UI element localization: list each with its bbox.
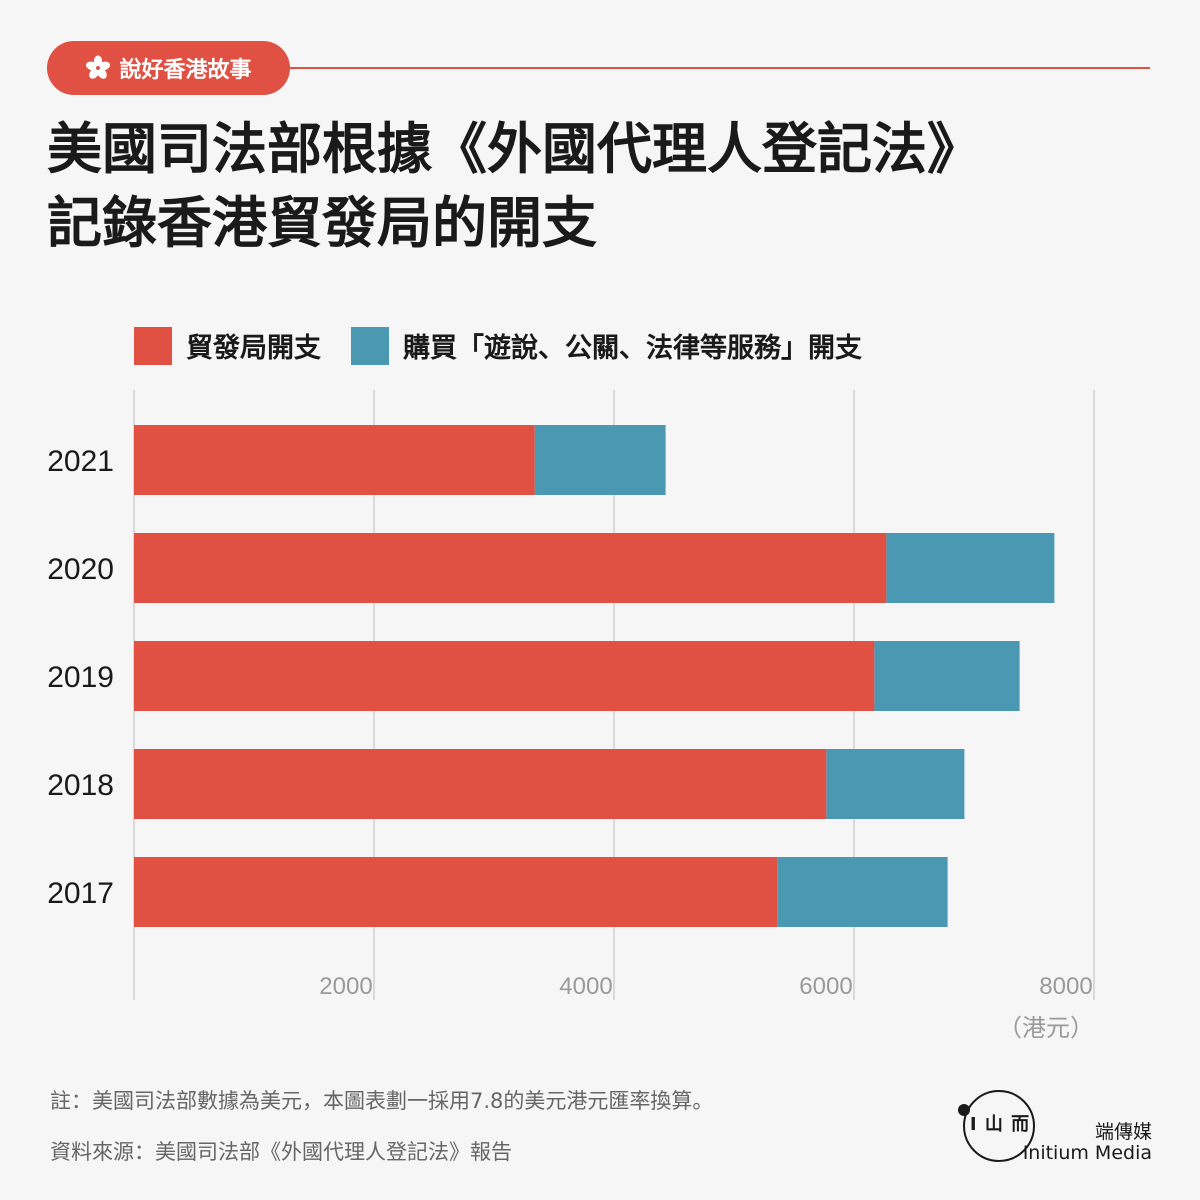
- bar-segment-tdc-expense: [134, 533, 887, 603]
- chart-legend: 貿發局開支 購買「遊說、公關、法律等服務」開支: [134, 326, 892, 365]
- tag-divider: [290, 67, 1150, 69]
- bauhinia-flower-icon: [85, 55, 111, 81]
- chart-title: 美國司法部根據《外國代理人登記法》 記錄香港貿發局的開支: [47, 112, 1157, 260]
- legend-item-teal: 購買「遊說、公關、法律等服務」開支: [351, 326, 862, 365]
- logo-mark: I 山 而: [969, 1114, 1031, 1135]
- initium-logo: I 山 而: [958, 1090, 1035, 1162]
- bar-segment-lobbying-expense: [534, 425, 666, 495]
- bar-segment-lobbying-expense: [886, 533, 1055, 603]
- topic-tag-label: 說好香港故事: [119, 58, 252, 83]
- bar-segment-lobbying-expense: [826, 749, 965, 819]
- brand-name-chinese: 端傳媒: [1094, 1121, 1152, 1143]
- chart-title-line-1: 美國司法部根據《外國代理人登記法》: [47, 117, 983, 181]
- source-note: 資料來源：美國司法部《外國代理人登記法》報告: [50, 1140, 512, 1164]
- bar-segment-lobbying-expense: [777, 857, 948, 927]
- bar-segment-tdc-expense: [134, 857, 778, 927]
- x-tick-label: 4000: [559, 973, 612, 1000]
- x-tick-label: 2000: [319, 973, 372, 1000]
- year-label: 2018: [47, 769, 114, 802]
- year-label: 2019: [47, 661, 114, 694]
- logo-dot: [958, 1104, 970, 1116]
- legend-label-teal: 購買「遊說、公關、法律等服務」開支: [403, 333, 862, 364]
- bar-segment-lobbying-expense: [874, 641, 1020, 711]
- year-label: 2021: [47, 445, 114, 478]
- legend-item-red: 貿發局開支: [134, 326, 321, 365]
- year-label: 2020: [47, 553, 114, 586]
- x-tick-label: 8000: [1039, 973, 1092, 1000]
- year-label: 2017: [47, 877, 114, 910]
- bar-segment-tdc-expense: [134, 425, 535, 495]
- legend-swatch-teal: [351, 326, 389, 365]
- bar-segment-tdc-expense: [134, 749, 827, 819]
- x-axis-unit: （港元）: [998, 1014, 1094, 1042]
- legend-swatch-red: [134, 326, 172, 365]
- footnote: 註：美國司法部數據為美元，本圖表劃一採用7.8的美元港元匯率換算。: [50, 1089, 714, 1113]
- legend-label-red: 貿發局開支: [186, 333, 321, 364]
- chart-title-line-2: 記錄香港貿發局的開支: [47, 191, 598, 255]
- bar-segment-tdc-expense: [134, 641, 875, 711]
- topic-tag: 說好香港故事: [47, 41, 290, 95]
- stacked-bar-chart: 2000 4000 6000 8000 （港元） 2021 2020 2019 2018 2017: [47, 390, 1095, 1042]
- brand-name-english: Initium Media: [1022, 1142, 1152, 1164]
- x-tick-label: 6000: [799, 973, 852, 1000]
